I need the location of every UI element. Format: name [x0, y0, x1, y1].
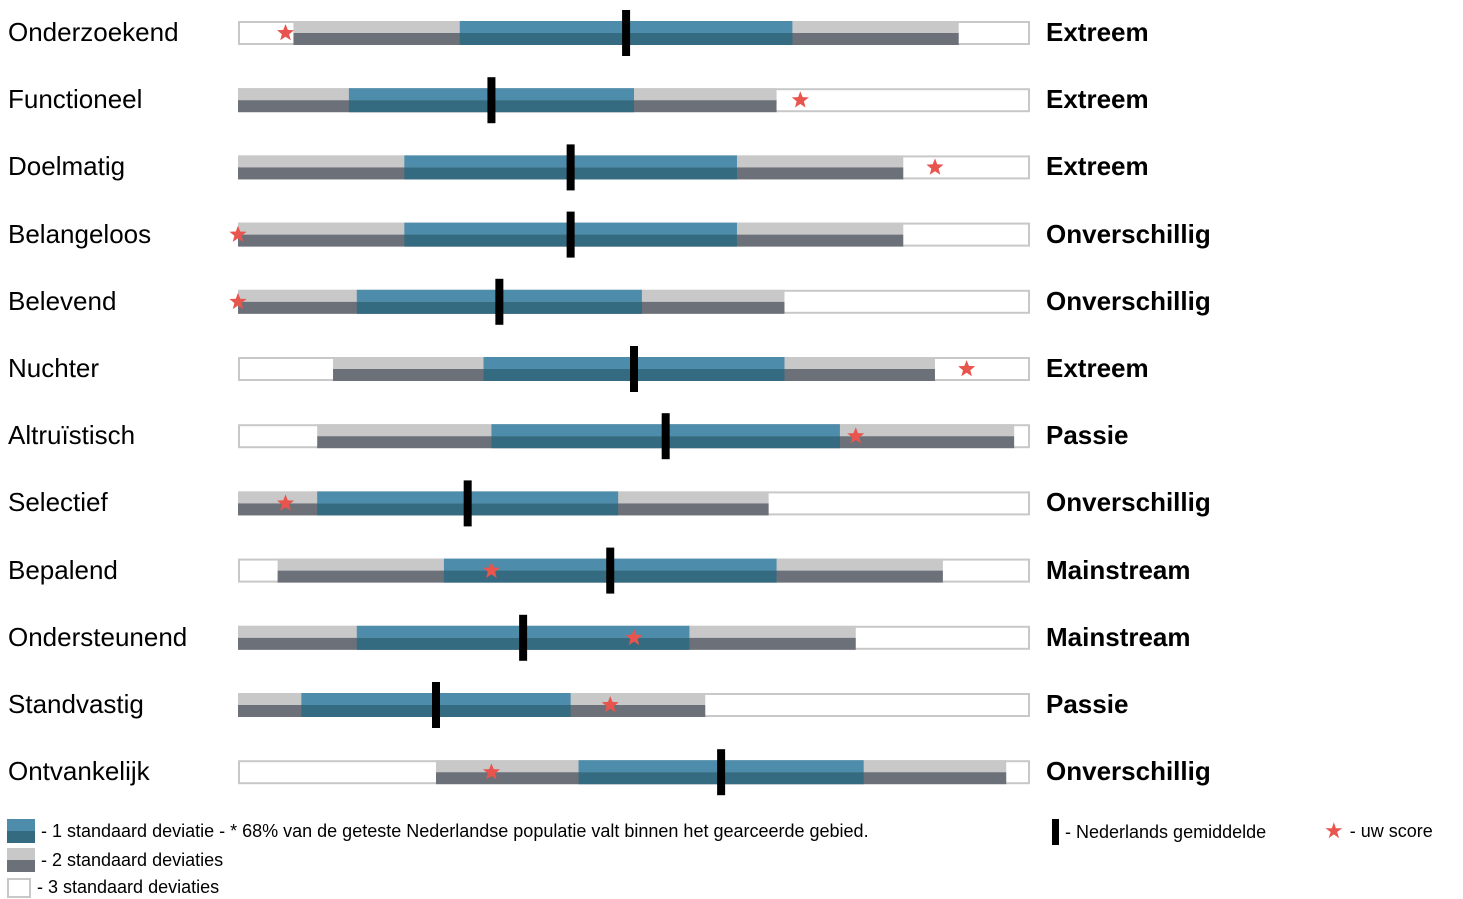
score-star	[482, 561, 500, 578]
legend-sd2-text: - 2 standaard deviaties	[41, 849, 224, 870]
legend-sd3-swatch	[7, 877, 31, 898]
mean-marker	[630, 346, 638, 392]
mean-marker	[432, 682, 440, 728]
row-level: Mainstream	[1046, 554, 1191, 585]
star-icon: ★	[1324, 818, 1344, 843]
legend-mean: - Nederlands gemiddelde	[1052, 819, 1266, 845]
legend-score: ★ - uw score	[1324, 819, 1433, 843]
row-label: Nuchter	[8, 353, 100, 383]
score-star	[482, 763, 500, 780]
row-label: Bepalend	[8, 554, 118, 585]
mean-marker	[622, 10, 631, 56]
mean-marker	[717, 749, 726, 796]
row-level: Onverschillig	[1046, 285, 1211, 316]
row-level: Onverschillig	[1046, 218, 1211, 249]
row-level: Onverschillig	[1046, 756, 1211, 787]
legend-sd3: - 3 standaard deviaties	[7, 877, 219, 898]
mean-marker	[566, 144, 575, 191]
row-level: Onverschillig	[1046, 487, 1211, 518]
legend-sd1-swatch	[7, 819, 35, 843]
legend-mean-text: - Nederlands gemiddelde	[1065, 821, 1267, 842]
mean-marker	[606, 547, 615, 594]
row-level: Mainstream	[1046, 621, 1191, 652]
score-star	[277, 494, 295, 511]
mean-marker	[487, 77, 496, 124]
mean-marker	[519, 614, 528, 661]
row-level: Extreem	[1046, 84, 1149, 115]
legend-sd2: - 2 standaard deviaties	[7, 848, 223, 872]
score-star	[229, 292, 247, 310]
score-star	[926, 158, 944, 175]
mean-marker	[661, 413, 670, 460]
row-label: Ondersteunend	[8, 621, 188, 652]
row-label: Altruïstisch	[8, 420, 136, 451]
legend-sd1: - 1 standaard deviatie - * 68% van de ge…	[7, 819, 869, 843]
row-label: Functioneel	[8, 84, 143, 115]
score-star	[277, 24, 295, 41]
legend-sd3-text: - 3 standaard deviaties	[37, 877, 220, 897]
legend-score-text: - uw score	[1349, 820, 1433, 841]
legend-sd2-swatch	[7, 848, 35, 872]
row-level: Extreem	[1046, 353, 1149, 383]
row-label: Ontvankelijk	[8, 756, 150, 787]
row-label: Onderzoekend	[8, 17, 179, 47]
legend-sd1-text: - 1 standaard deviatie - * 68% van de ge…	[41, 820, 869, 841]
row-label: Belangeloos	[8, 218, 152, 249]
mean-marker	[495, 278, 504, 325]
legend-mean-swatch	[1052, 819, 1059, 845]
row-label: Doelmatig	[8, 151, 126, 182]
score-star	[229, 225, 247, 242]
row-level: Passie	[1046, 420, 1129, 451]
score-star	[958, 360, 976, 377]
bullet-chart	[229, 10, 1030, 796]
score-star	[625, 628, 643, 646]
score-star	[601, 696, 619, 713]
row-level: Passie	[1046, 689, 1129, 719]
score-star	[791, 91, 809, 108]
row-level: Extreem	[1046, 151, 1149, 182]
mean-marker	[566, 211, 575, 258]
row-label: Standvastig	[8, 689, 144, 719]
row-level: Extreem	[1046, 17, 1149, 47]
row-label: Selectief	[8, 487, 108, 518]
mean-marker	[463, 480, 472, 527]
score-star	[847, 427, 865, 444]
row-label: Belevend	[8, 285, 117, 316]
